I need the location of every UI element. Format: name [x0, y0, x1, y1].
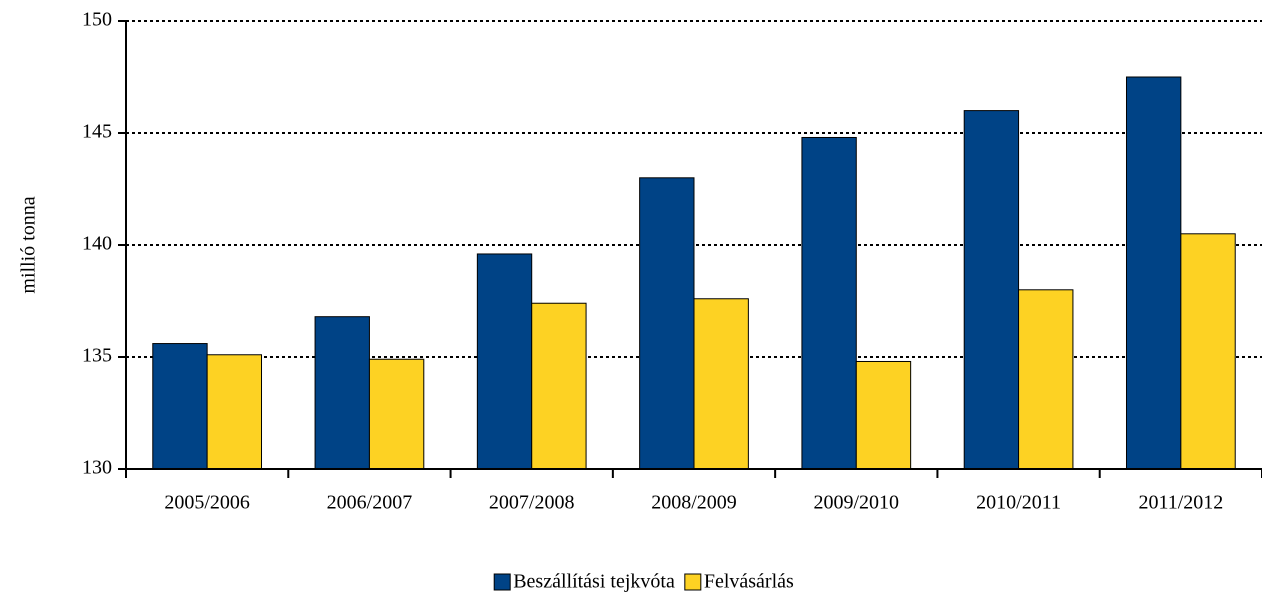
bar [206, 354, 263, 470]
legend-swatch [493, 573, 511, 591]
bar [963, 110, 1020, 470]
bar [1125, 76, 1182, 470]
bar [1018, 289, 1074, 470]
bar [368, 358, 425, 470]
y-tick-label: 140 [82, 233, 112, 255]
bar [531, 302, 587, 470]
x-tick-label: 2009/2010 [814, 492, 900, 514]
bar [314, 316, 370, 470]
bar [801, 136, 857, 470]
bar [855, 360, 912, 470]
x-tick-label: 2011/2012 [1138, 492, 1223, 514]
x-tick-label: 2010/2011 [976, 492, 1061, 514]
x-tick-label: 2008/2009 [651, 492, 737, 514]
legend: Beszállítási tejkvóta Felvásárlás [493, 571, 794, 593]
y-tick-label: 135 [82, 345, 112, 367]
legend-swatch [684, 573, 702, 591]
bar [476, 253, 533, 470]
bar [1180, 233, 1236, 470]
bar [639, 177, 695, 470]
y-axis-label: millió tonna [18, 196, 40, 293]
legend-label: Felvásárlás [704, 571, 794, 593]
y-tick-label: 145 [82, 121, 112, 143]
x-tick-label: 2006/2007 [327, 492, 413, 514]
y-tick-label: 150 [82, 9, 112, 31]
bar [152, 343, 208, 470]
x-tick-label: 2005/2006 [164, 492, 250, 514]
x-tick-label: 2007/2008 [489, 492, 575, 514]
y-tick-label: 130 [82, 457, 112, 479]
legend-label: Beszállítási tejkvóta [513, 571, 675, 593]
bar [693, 298, 749, 470]
